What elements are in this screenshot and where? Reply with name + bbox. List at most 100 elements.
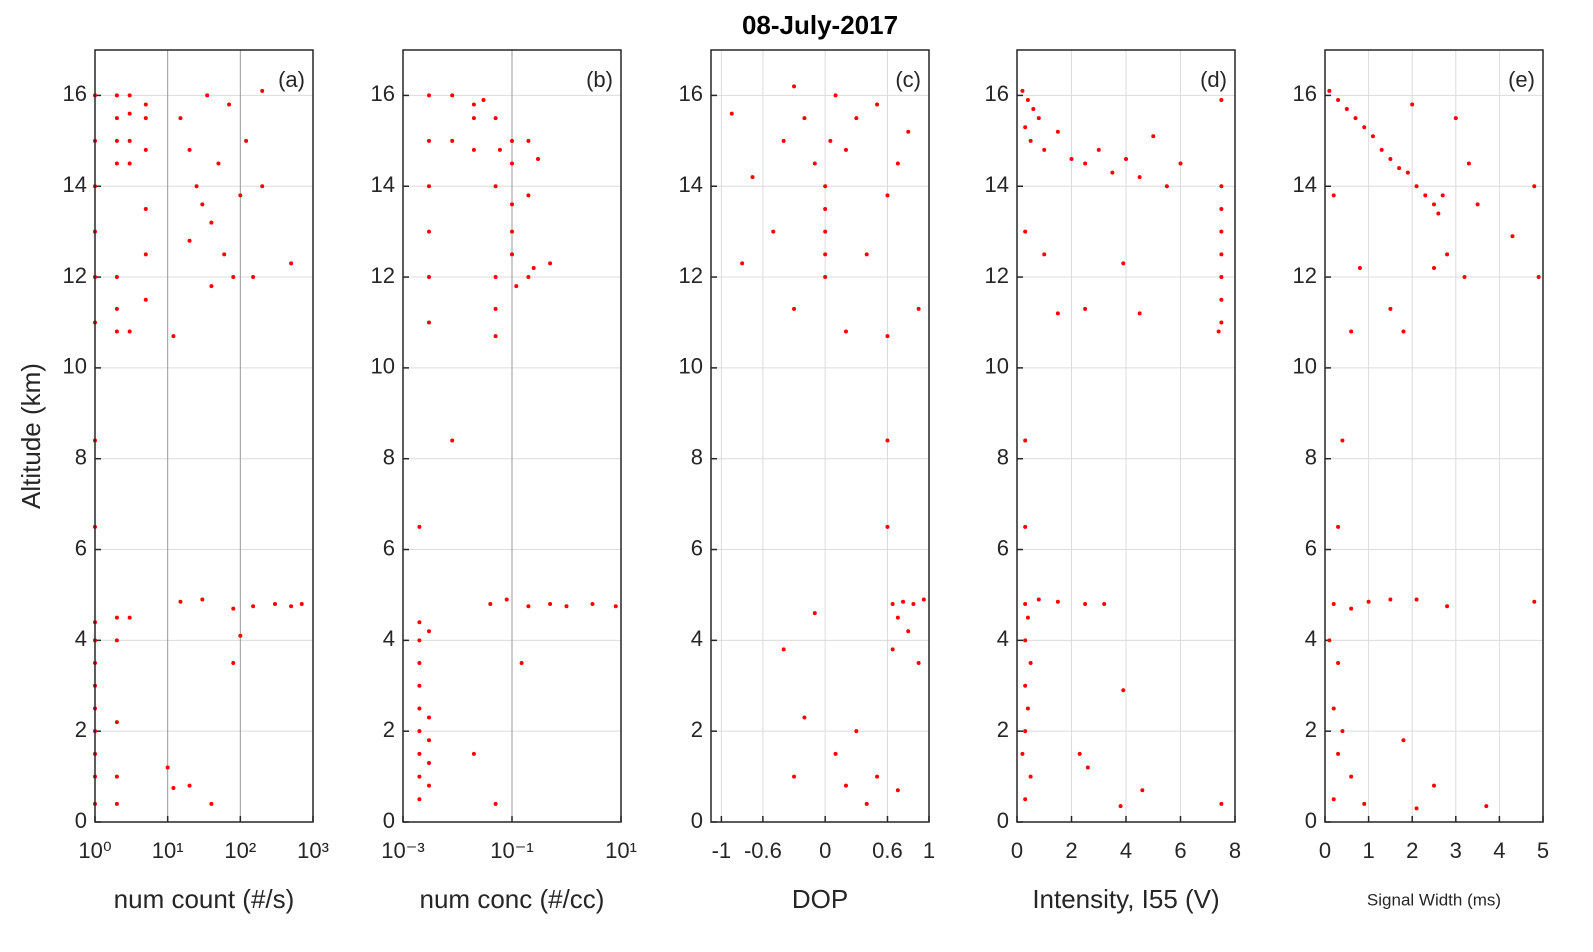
y-tick-label: 2 — [691, 717, 703, 742]
data-point — [127, 615, 132, 620]
data-point — [493, 275, 498, 280]
y-tick-label: 6 — [1305, 535, 1317, 560]
data-point — [1349, 329, 1354, 334]
data-point — [427, 760, 432, 765]
data-point — [114, 275, 119, 280]
data-point — [792, 84, 797, 89]
y-tick-label: 16 — [63, 81, 87, 106]
data-point — [1357, 265, 1362, 270]
data-point — [1510, 234, 1515, 239]
data-point — [854, 116, 859, 121]
data-point — [1336, 524, 1341, 529]
data-point — [823, 206, 828, 211]
data-point — [488, 602, 493, 607]
data-point — [187, 147, 192, 152]
axes-frame — [402, 49, 622, 823]
y-tick-label: 10 — [985, 354, 1009, 379]
data-point — [1532, 184, 1537, 189]
data-point — [1370, 134, 1375, 139]
y-tick-label: 4 — [75, 626, 87, 651]
data-point — [417, 683, 422, 688]
data-point — [1028, 661, 1033, 666]
y-tick-label: 8 — [383, 445, 395, 470]
data-point — [1388, 156, 1393, 161]
data-point — [251, 275, 256, 280]
data-point — [178, 599, 183, 604]
y-tick-label: 0 — [691, 808, 703, 833]
data-point — [471, 147, 476, 152]
data-point — [526, 138, 531, 143]
data-point — [1336, 751, 1341, 756]
data-point — [1137, 175, 1142, 180]
x-tick-label: 0 — [819, 838, 831, 863]
data-point — [792, 774, 797, 779]
data-point — [885, 524, 890, 529]
data-point — [1055, 129, 1060, 134]
x-tick-label: 10⁻¹ — [490, 838, 533, 863]
data-point — [906, 629, 911, 634]
y-tick-label: 2 — [997, 717, 1009, 742]
data-point — [143, 206, 148, 211]
data-point — [289, 604, 294, 609]
axes-frame — [710, 49, 930, 823]
data-point — [209, 801, 214, 806]
data-point — [1085, 765, 1090, 770]
y-tick-label: 0 — [383, 808, 395, 833]
x-axis-label: num count (#/s) — [114, 884, 295, 914]
data-point — [127, 329, 132, 334]
data-point — [1140, 788, 1145, 793]
data-point — [427, 275, 432, 280]
plot-area — [1325, 50, 1543, 822]
data-point — [1121, 261, 1126, 266]
data-point — [127, 161, 132, 166]
data-point — [1536, 275, 1541, 280]
data-point — [481, 97, 486, 102]
data-point — [1042, 252, 1047, 257]
data-point — [875, 102, 880, 107]
data-point — [833, 751, 838, 756]
data-point — [504, 597, 509, 602]
data-point — [921, 597, 926, 602]
y-tick-label: 12 — [985, 263, 1009, 288]
data-point — [1475, 202, 1480, 207]
x-axis-label: Intensity, I55 (V) — [1032, 884, 1219, 914]
data-point — [1121, 688, 1126, 693]
data-point — [1445, 604, 1450, 609]
data-point — [864, 252, 869, 257]
data-point — [227, 102, 232, 107]
data-point — [299, 602, 304, 607]
data-point — [493, 116, 498, 121]
panel: 0 2 4 6 8 10 12 14 16 -1 -0.6 0 0.6 1 (c) DOP — [679, 49, 935, 914]
data-point — [1102, 602, 1107, 607]
data-point — [590, 602, 595, 607]
y-tick-label: 14 — [985, 172, 1009, 197]
data-point — [1028, 774, 1033, 779]
data-point — [260, 88, 265, 93]
x-tick-label: 4 — [1493, 838, 1505, 863]
y-tick-label: 8 — [691, 445, 703, 470]
x-tick-label: -0.6 — [744, 838, 782, 863]
data-point — [843, 783, 848, 788]
y-tick-label: 10 — [679, 354, 703, 379]
data-point — [1219, 229, 1224, 234]
data-point — [187, 238, 192, 243]
data-point — [781, 138, 786, 143]
data-point — [127, 138, 132, 143]
data-point — [1219, 297, 1224, 302]
data-point — [1178, 161, 1183, 166]
y-axis-label: Altitude (km) — [16, 363, 46, 509]
data-point — [143, 147, 148, 152]
data-point — [209, 220, 214, 225]
data-point — [548, 602, 553, 607]
data-point — [536, 156, 541, 161]
data-point — [895, 615, 900, 620]
x-tick-label: -1 — [712, 838, 732, 863]
data-point — [238, 193, 243, 198]
y-tick-label: 8 — [997, 445, 1009, 470]
data-point — [1353, 116, 1358, 121]
data-point — [165, 765, 170, 770]
data-point — [1124, 156, 1128, 161]
data-point — [1388, 597, 1393, 602]
y-tick-label: 6 — [691, 535, 703, 560]
